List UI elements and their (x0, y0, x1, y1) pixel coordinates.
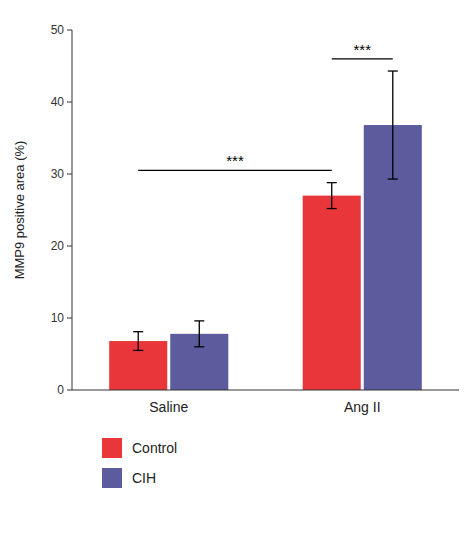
x-tick-label: Saline (149, 399, 188, 415)
significance-bracket (332, 58, 393, 59)
y-tick (67, 246, 72, 247)
y-tick-label: 0 (57, 383, 64, 397)
plot-area (109, 71, 422, 390)
legend-swatch (102, 438, 122, 458)
error-cap (194, 320, 204, 321)
error-cap (327, 208, 337, 209)
legend-label: Control (132, 440, 177, 456)
significance-label: *** (226, 152, 244, 169)
error-bar (327, 183, 337, 209)
x-tick-label: Ang II (344, 399, 381, 415)
legend-swatch (102, 468, 122, 488)
error-bar (388, 71, 398, 179)
y-tick (67, 390, 72, 391)
y-tick (67, 102, 72, 103)
error-stem (331, 183, 332, 209)
error-cap (388, 70, 398, 71)
error-cap (388, 178, 398, 179)
y-tick-label: 40 (51, 95, 65, 109)
y-tick (67, 174, 72, 175)
legend: Control CIH (102, 438, 177, 488)
y-tick-label: 10 (51, 311, 65, 325)
y-axis-label: MMP9 positive area (%) (12, 141, 27, 280)
significance-label: *** (353, 41, 371, 58)
error-stem (199, 321, 200, 347)
error-cap (133, 350, 143, 351)
error-stem (392, 71, 393, 179)
error-bar (133, 332, 143, 351)
bar (303, 196, 361, 390)
chart-container: 0 10 20 30 40 50 MMP9 positive area (%) Saline A… (0, 0, 474, 535)
y-tick (67, 318, 72, 319)
error-cap (327, 182, 337, 183)
y-tick-label: 50 (51, 23, 65, 37)
y-tick (67, 30, 72, 31)
chart-svg: 0 10 20 30 40 50 MMP9 positive area (%) Saline A… (0, 0, 474, 535)
y-tick-label: 30 (51, 167, 65, 181)
error-bar (194, 321, 204, 347)
significance-bracket (138, 170, 332, 171)
error-cap (133, 331, 143, 332)
y-axis-line (72, 30, 73, 390)
legend-label: CIH (132, 470, 156, 486)
y-tick-label: 20 (51, 239, 65, 253)
error-stem (138, 332, 139, 351)
error-cap (194, 346, 204, 347)
x-axis-line (72, 390, 459, 391)
